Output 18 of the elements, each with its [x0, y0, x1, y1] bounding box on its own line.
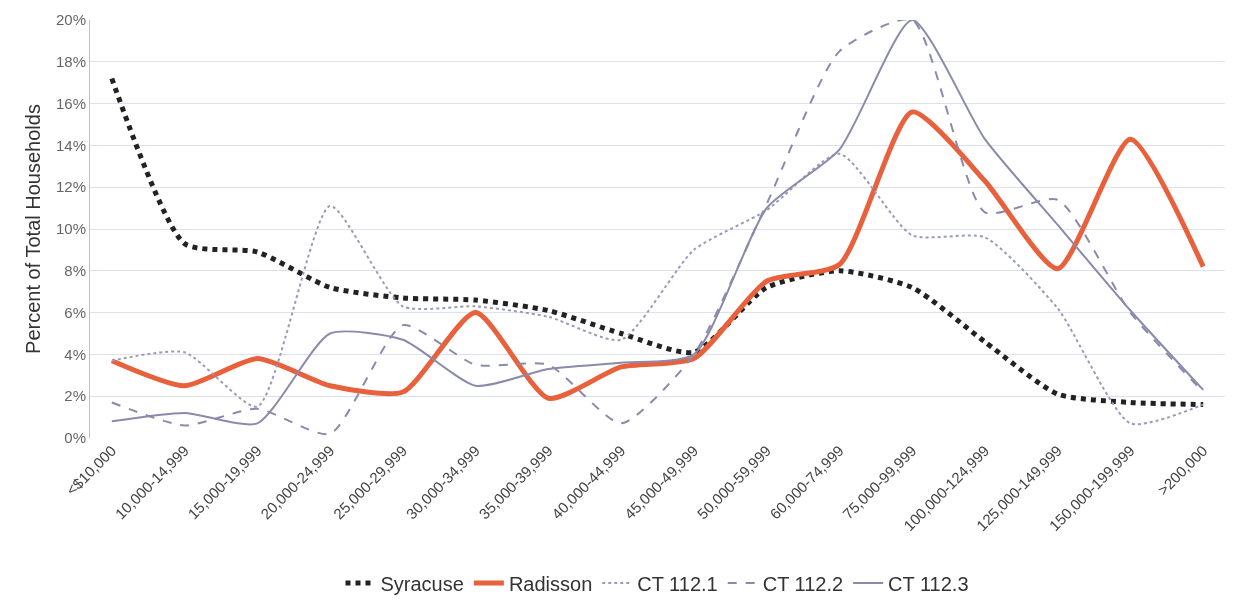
y-tick-label: 2% [64, 387, 86, 405]
y-tick-label: 18% [55, 53, 86, 71]
y-tick-label: 4% [64, 345, 86, 363]
y-tick-label: 10% [55, 220, 86, 238]
y-tick-label: 6% [64, 303, 86, 321]
legend-label: Syracuse [380, 572, 464, 595]
y-tick-label: 0% [64, 429, 86, 447]
y-tick-label: 8% [64, 262, 86, 280]
y-tick-label: 12% [55, 178, 86, 196]
legend-label: CT 112.3 [888, 572, 969, 595]
legend-label: CT 112.1 [637, 572, 718, 595]
legend-label: CT 112.2 [762, 572, 844, 595]
y-tick-label: 14% [55, 136, 86, 154]
legend-label: Radisson [508, 572, 593, 595]
y-tick-label: 16% [55, 94, 86, 112]
y-axis-title: Percent of Total Households [22, 104, 44, 354]
y-tick-label: 20% [55, 11, 86, 29]
line-series [110, 152, 1205, 425]
